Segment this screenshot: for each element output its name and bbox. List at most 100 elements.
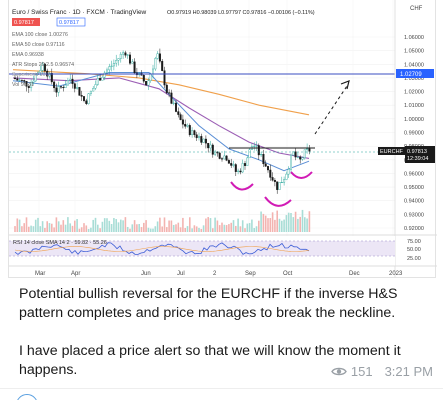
candle-body xyxy=(142,75,145,82)
candle-body xyxy=(257,145,260,156)
volume-bar xyxy=(189,217,191,232)
volume-bar xyxy=(39,226,42,232)
volume-bar xyxy=(18,219,21,232)
currency-label: CHF xyxy=(410,6,423,12)
volume-bar xyxy=(101,221,104,232)
candle-body xyxy=(154,58,157,70)
volume-bar xyxy=(23,223,25,232)
volume-bar xyxy=(64,224,67,232)
head-arc xyxy=(264,196,292,207)
candle-body xyxy=(78,87,81,96)
price-tick-label: 0.93000 xyxy=(404,212,424,218)
candle-body xyxy=(179,114,182,120)
left-shoulder-arc xyxy=(230,181,254,191)
candle-body xyxy=(69,78,72,81)
volume-bar xyxy=(149,228,152,232)
volume-bar xyxy=(239,226,242,232)
volume-bar xyxy=(214,217,216,232)
candle-body xyxy=(71,78,74,84)
volume-bar xyxy=(168,220,170,232)
rsi-tick-50: 50.00 xyxy=(407,247,421,253)
reply-bar[interactable] xyxy=(0,388,443,400)
volume-bar xyxy=(255,226,258,232)
volume-bar xyxy=(99,228,101,232)
volume-bar xyxy=(235,225,237,232)
price-tick-label: 1.06000 xyxy=(404,35,424,41)
volume-bar xyxy=(267,218,269,232)
volume-bar xyxy=(205,218,207,232)
volume-bar xyxy=(175,224,177,232)
eye-icon xyxy=(331,367,347,376)
ask-price: 0.97817 xyxy=(59,20,79,26)
caption-paragraph-2: I have placed a price alert so that we w… xyxy=(19,343,401,378)
volume-bar xyxy=(163,217,166,232)
volume-bar xyxy=(76,219,78,232)
volume-bar xyxy=(237,218,239,232)
time-tick-label: 2 xyxy=(213,271,217,277)
candle-body xyxy=(214,151,217,155)
candle-body xyxy=(151,68,154,75)
candle-body xyxy=(278,182,281,190)
candle-body xyxy=(308,148,311,152)
candle-body xyxy=(184,124,187,127)
volume-bar xyxy=(223,224,226,232)
candle-body xyxy=(30,82,33,88)
supertrend-legend: Supertrend 10 3 xyxy=(12,72,50,78)
candle-body xyxy=(18,79,21,81)
candle-body xyxy=(96,78,99,85)
price-axis: 1.06000 1.05000 1.04000 1.03000 1.02000 1.010… xyxy=(394,0,424,278)
bid-box xyxy=(12,18,40,26)
candle-body xyxy=(124,52,127,56)
volume-bar xyxy=(212,228,214,232)
ema-50-legend: EMA 50 close 0.97116 xyxy=(12,42,65,48)
volume-bar xyxy=(218,225,221,232)
time-tick-label: Oct xyxy=(283,271,293,277)
ema-100-legend: EMA 100 close 1.00276 xyxy=(12,32,68,38)
candle-body xyxy=(290,154,293,170)
volume-bar xyxy=(306,218,308,232)
volume-bar xyxy=(145,220,147,232)
candle-body xyxy=(82,96,85,101)
time-tick-label: Jul xyxy=(177,271,185,277)
ema-20-legend: EMA 0.96938 xyxy=(12,52,44,58)
message-time: 3:21 PM xyxy=(384,364,433,379)
blue-price-tag-text: 1.02709 xyxy=(400,72,422,78)
volume-bar xyxy=(83,223,85,232)
volume-bar xyxy=(294,211,297,232)
volume-bar xyxy=(225,225,228,232)
chart-image[interactable]: 1.06000 1.05000 1.04000 1.03000 1.02000 1.010… xyxy=(8,0,437,278)
volume-bar xyxy=(207,217,209,232)
candle-body xyxy=(243,163,246,166)
candle-body xyxy=(103,72,106,78)
rsi-label: RSI 14 close SMA 14 2 · 59.82 · 55.26 xyxy=(13,240,107,246)
volume-bar xyxy=(87,228,90,232)
candle-body xyxy=(181,119,184,125)
volume-bar xyxy=(278,218,281,232)
candle-body xyxy=(285,173,288,180)
price-tick-label: 1.01000 xyxy=(404,103,424,109)
candle-body xyxy=(248,149,251,159)
volume-bar xyxy=(147,227,150,232)
candle-body xyxy=(246,157,249,166)
candle-body xyxy=(225,155,228,161)
candle-body xyxy=(299,156,302,160)
volume-bar xyxy=(191,228,193,232)
candle-body xyxy=(126,54,129,56)
volume-bar xyxy=(198,227,200,232)
volume-bar xyxy=(136,224,138,232)
time-tick-label: 2023 xyxy=(389,271,403,277)
candle-body xyxy=(161,61,164,71)
current-price-text: 0.97813 xyxy=(407,149,427,155)
volume-bar xyxy=(262,213,265,232)
price-tick-label: 1.05000 xyxy=(404,49,424,55)
volume-bar xyxy=(126,226,129,232)
candle-body xyxy=(48,73,51,77)
volume-bar xyxy=(113,218,115,232)
volume-bar xyxy=(172,224,175,232)
volume-bar xyxy=(46,221,48,232)
volume-bar xyxy=(78,228,81,232)
candle-body xyxy=(234,164,237,172)
candle-body xyxy=(110,65,113,67)
share-icon[interactable] xyxy=(16,394,38,400)
candle-body xyxy=(43,63,46,72)
